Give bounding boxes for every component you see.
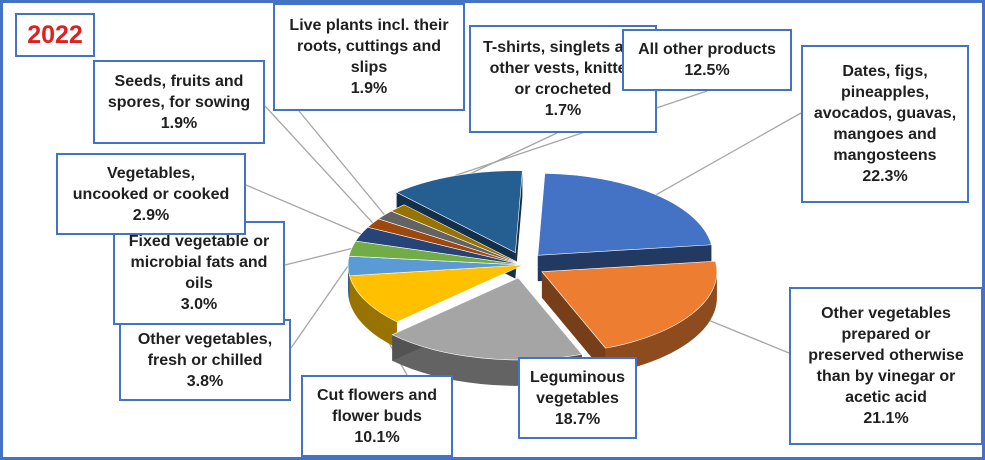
callout-veg-cooked: Vegetables, uncooked or cooked 2.9% [56,153,246,235]
pie-slice-side [348,265,350,302]
pie-slice [390,204,524,266]
callout-value: 10.1% [354,428,400,446]
leader-line [298,110,386,216]
callout-live-plants: Live plants incl. their roots, cuttings a… [273,3,465,111]
callout-label-line: uncooked or cooked [72,185,230,203]
leader-line [284,247,352,266]
callout-label-line: Vegetables, [106,164,196,182]
pie-slice-side [605,271,717,375]
callout-label-line: fresh or chilled [147,351,263,369]
callout-value: 1.9% [160,114,198,132]
callout-label-line: flower buds [332,407,422,425]
pie-slice-wall [515,170,523,279]
callout-label-line: acetic acid [845,389,927,406]
pie-slice [349,264,524,323]
callout-label-line: Seeds, fruits and [114,72,244,90]
leader-line [290,265,349,349]
callout-value: 3.8% [186,372,224,390]
callout-value: 22.3% [862,168,908,185]
callout-label-line: All other products [638,41,776,58]
callout-label-line: T-shirts, singlets and [482,39,644,56]
callout-label-line: microbial fats and [130,254,268,271]
callout-dates: Dates, figs, pineapples, avocados, guavas,… [801,45,969,203]
callout-label-line: roots, cuttings and [297,38,441,55]
callout-label-line: prepared or [841,326,931,343]
callout-value: 12.5% [684,62,730,79]
pie-plot-area [245,90,802,386]
callout-label-line: or crocheted [514,81,612,98]
callout-value: 1.7% [544,102,582,119]
leader-line [655,112,802,196]
callout-label-line: Other vegetables, [137,330,273,348]
callout-value: 3.0% [180,296,218,313]
callout-label-line: spores, for sowing [107,93,251,111]
callout-label-line: vegetables [536,389,619,407]
callout-label-line: Live plants incl. their [289,17,449,34]
pie-slices [347,170,718,386]
pie-slice [541,260,718,349]
callout-label-line: Fixed vegetable or [128,233,270,250]
callout-label-line: Dates, figs, [842,63,928,80]
callout-other-veg-fresh: Other vegetables, fresh or chilled 3.8% [119,319,291,401]
callout-label-line: than by vinegar or [816,368,956,385]
callout-label-line: slips [350,59,388,76]
callout-label-line: Cut flowers and [316,386,437,404]
chart-title: 2022 [15,13,95,57]
callout-label-line: Leguminous [529,368,626,386]
callout-label-line: other vests, knitted [489,60,637,77]
callout-fixed-fats: Fixed vegetable or microbial fats and oils… [113,221,285,325]
callout-value: 21.1% [863,410,909,427]
callout-all-other: All other products 12.5% [622,29,792,91]
callout-label-line: avocados, guavas, [813,105,957,122]
callout-value: 2.9% [132,206,170,224]
callout-cut-flowers: Cut flowers and flower buds 10.1% [301,375,453,457]
callout-label-line: mangosteens [833,147,937,164]
callout-label-line: Other vegetables [821,305,951,322]
pie-slice-wall [541,271,606,375]
pie-slice-side [349,275,397,348]
callout-label-line: pineapples, [840,84,930,101]
callout-label-line: mangoes and [833,126,937,143]
callout-leguminous: Leguminous vegetables 18.7% [518,357,637,439]
callout-value: 1.9% [350,80,388,97]
callout-label-line: preserved otherwise [808,347,964,364]
pie-slice [537,173,712,256]
leader-line [245,184,362,235]
callout-value: 18.7% [554,410,601,428]
callout-seeds: Seeds, fruits and spores, for sowing 1.9% [93,60,265,144]
callout-label-line: oils [185,275,213,292]
leader-line [454,90,708,177]
pie-slice [395,170,523,254]
leader-line [264,105,374,224]
callout-other-veg-prepared: Other vegetables prepared or preserved oth… [789,287,982,445]
